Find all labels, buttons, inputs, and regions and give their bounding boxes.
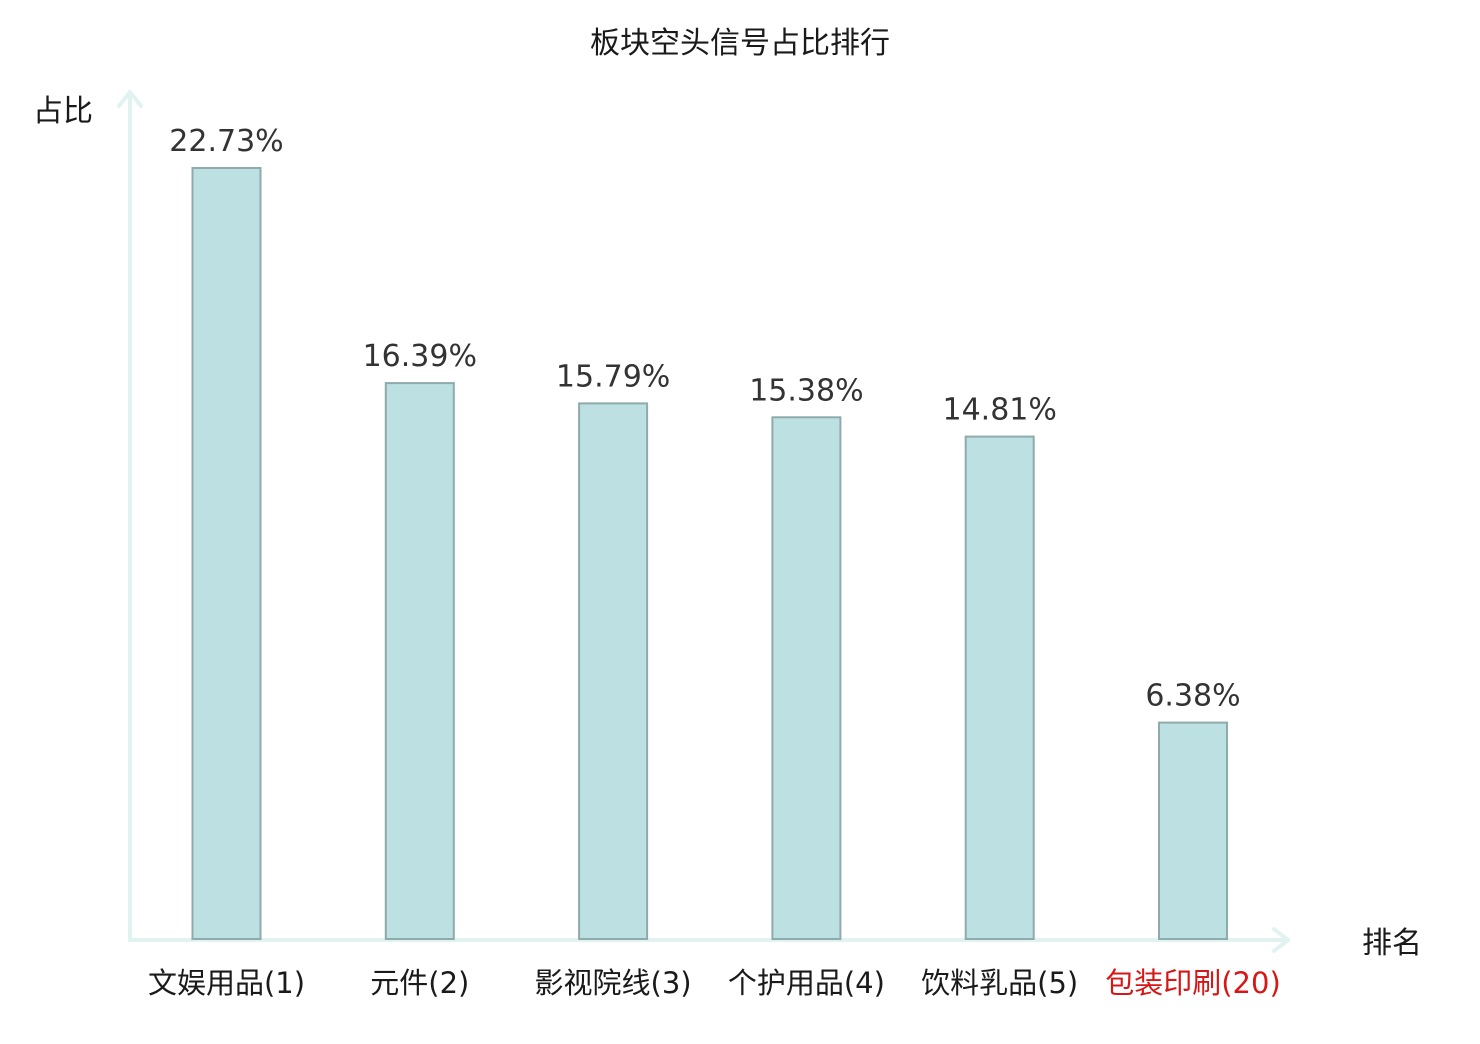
y-axis-label: 占比 (33, 94, 93, 129)
x-tick-label: 包装印刷(20) (1105, 966, 1281, 1000)
value-labels-group: 22.73% 16.39% 15.79% 15.38% 14.81% 6.38% (169, 124, 1240, 714)
x-tick-label: 文娱用品(1) (148, 966, 305, 1000)
bar-value-label: 14.81% (943, 393, 1057, 428)
bar-value-label: 15.38% (749, 373, 863, 408)
bar (191, 167, 262, 940)
bar-value-label: 6.38% (1145, 679, 1240, 714)
x-axis-arrow-icon (1272, 927, 1290, 953)
x-tick-label: 影视院线(3) (535, 966, 692, 1000)
bar (964, 435, 1035, 940)
chart-title: 板块空头信号占比排行 (590, 26, 890, 61)
x-tick-label: 个护用品(4) (728, 966, 885, 1000)
bar (578, 402, 649, 940)
bar-value-label: 22.73% (169, 124, 283, 159)
bar-value-label: 15.79% (556, 359, 670, 394)
x-axis-label: 排名 (1362, 926, 1422, 961)
bar (771, 416, 842, 940)
bar (384, 382, 455, 941)
x-tick-label: 元件(2) (370, 966, 469, 1000)
bar (1158, 721, 1228, 940)
x-tick-label: 饮料乳品(5) (921, 966, 1078, 1000)
bars-group (191, 167, 1228, 941)
y-axis-arrow-icon (117, 90, 143, 108)
bar-value-label: 16.39% (363, 339, 477, 374)
axes (117, 90, 1290, 953)
category-labels-group: 文娱用品(1) 元件(2) 影视院线(3) 个护用品(4) 饮料乳品(5) 包装印刷(20… (148, 966, 1281, 1000)
